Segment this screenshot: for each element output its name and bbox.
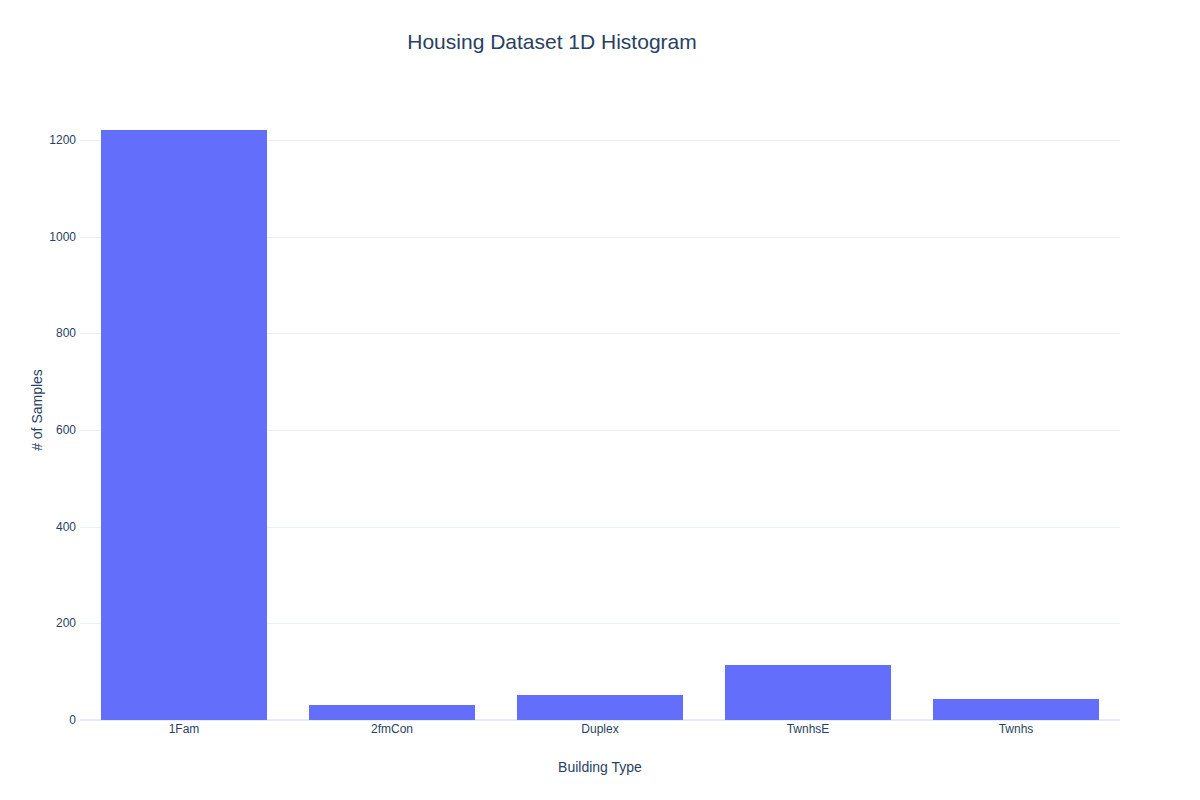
y-tick-label: 800 [0,326,76,340]
y-tick-label: 400 [0,520,76,534]
y-axis-title: # of Samples [29,369,45,451]
bar-TwnhsE[interactable] [725,665,891,720]
bar-1Fam[interactable] [101,130,267,720]
x-tick-label: Twnhs [999,722,1034,736]
bar-Duplex[interactable] [517,695,683,720]
x-tick-label: 1Fam [169,722,200,736]
x-tick-label: Duplex [581,722,618,736]
y-tick-label: 1000 [0,230,76,244]
chart-title: Housing Dataset 1D Histogram [407,30,696,54]
x-tick-label: 2fmCon [371,722,413,736]
bar-2fmCon[interactable] [309,705,475,720]
x-axis-title: Building Type [558,759,642,775]
plot-area[interactable] [80,105,1120,720]
y-tick-label: 200 [0,616,76,630]
y-tick-label: 0 [0,713,76,727]
figure: Housing Dataset 1D Histogram 02004006008… [0,0,1200,800]
y-tick-label: 1200 [0,133,76,147]
bar-Twnhs[interactable] [933,699,1099,720]
x-tick-label: TwnhsE [787,722,830,736]
